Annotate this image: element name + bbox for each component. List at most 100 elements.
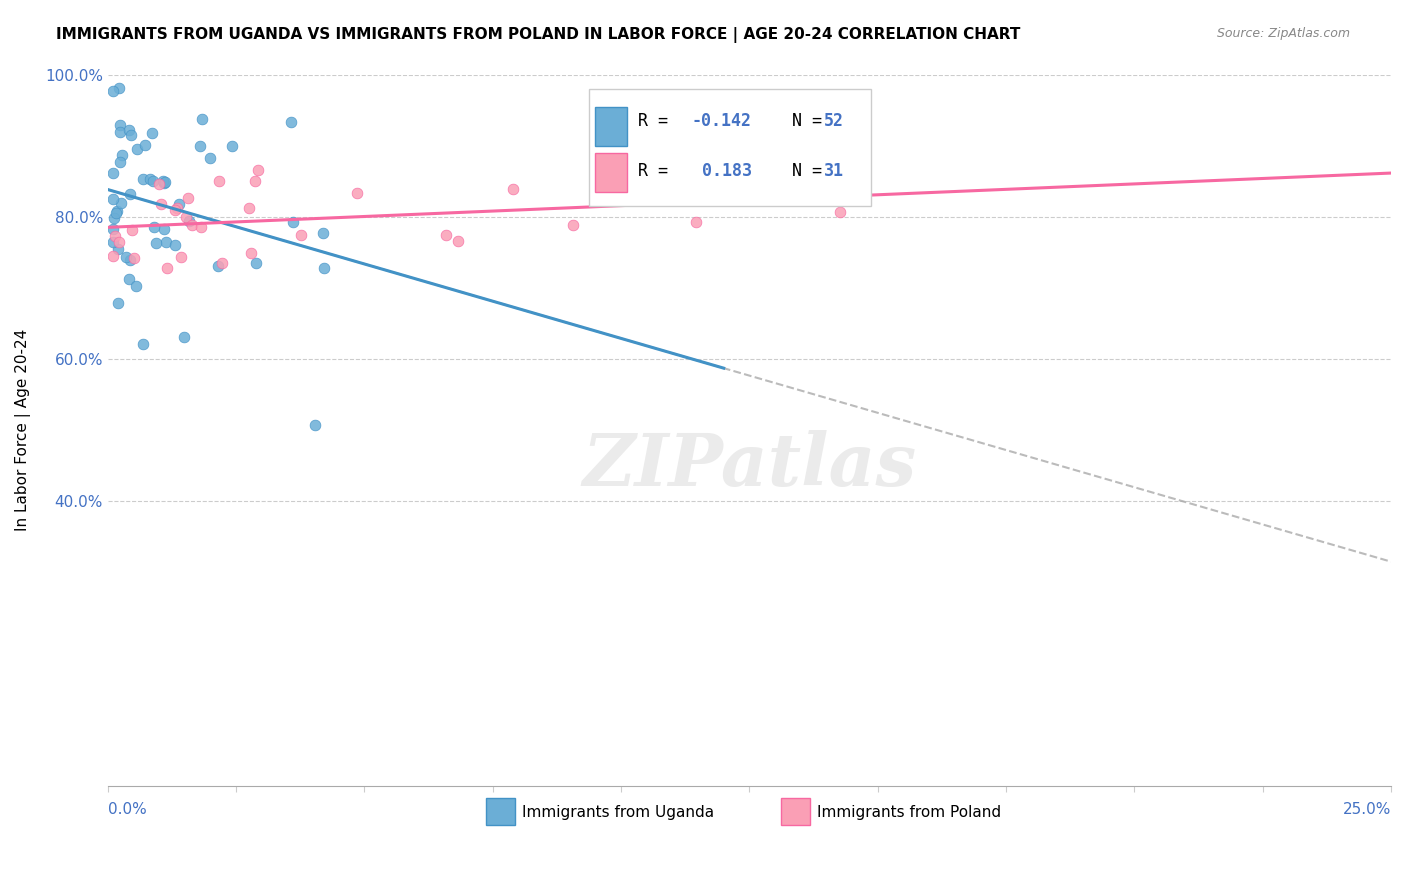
Point [586, 170, 609, 185]
Text: Immigrants from Uganda: Immigrants from Uganda [522, 805, 714, 820]
Point [152, 174, 174, 188]
Text: IMMIGRANTS FROM UGANDA VS IMMIGRANTS FROM POLAND IN LABOR FORCE | AGE 20-24 CORR: IMMIGRANTS FROM UGANDA VS IMMIGRANTS FRO… [56, 27, 1021, 43]
Point [283, 215, 305, 229]
Point [188, 138, 211, 153]
Point [211, 256, 233, 270]
Point [101, 166, 124, 180]
Point [446, 234, 468, 248]
Point [166, 201, 188, 215]
Point [103, 211, 125, 225]
Point [121, 223, 143, 237]
FancyBboxPatch shape [782, 797, 810, 825]
Point [207, 260, 229, 274]
Point [770, 175, 793, 189]
Point [238, 201, 260, 215]
Point [148, 178, 170, 192]
FancyBboxPatch shape [486, 797, 515, 825]
Point [240, 246, 263, 260]
Point [125, 279, 148, 293]
Point [181, 218, 204, 232]
Point [155, 175, 177, 189]
Point [830, 205, 852, 219]
Point [246, 163, 269, 178]
Point [245, 256, 267, 270]
Point [155, 235, 177, 249]
Point [434, 228, 457, 243]
Text: 52: 52 [824, 112, 844, 129]
Point [132, 337, 155, 351]
Text: N =: N = [772, 112, 832, 129]
Point [561, 218, 583, 232]
Point [120, 252, 142, 267]
Text: 25.0%: 25.0% [1343, 802, 1391, 817]
Text: 0.0%: 0.0% [108, 802, 146, 817]
Point [107, 242, 129, 256]
Point [101, 222, 124, 236]
Point [110, 154, 132, 169]
Point [134, 138, 156, 153]
Point [191, 112, 214, 126]
Point [145, 236, 167, 251]
Point [101, 84, 124, 98]
Point [290, 228, 312, 243]
Point [107, 235, 129, 249]
Point [221, 139, 243, 153]
Point [111, 148, 134, 162]
Text: Source: ZipAtlas.com: Source: ZipAtlas.com [1216, 27, 1350, 40]
Point [142, 219, 165, 234]
Point [120, 186, 142, 201]
Text: 0.183: 0.183 [692, 161, 752, 179]
Text: -0.142: -0.142 [692, 112, 752, 129]
Point [149, 197, 172, 211]
Point [190, 219, 212, 234]
Point [142, 174, 165, 188]
Point [131, 172, 153, 186]
FancyBboxPatch shape [595, 106, 627, 145]
Text: ZIPatlas: ZIPatlas [582, 430, 917, 501]
Point [139, 171, 162, 186]
Point [176, 210, 198, 224]
Point [118, 123, 141, 137]
Point [208, 174, 231, 188]
Point [304, 417, 326, 432]
Point [125, 142, 148, 156]
Point [198, 151, 221, 165]
FancyBboxPatch shape [595, 153, 627, 192]
Text: 31: 31 [824, 161, 844, 179]
FancyBboxPatch shape [589, 88, 872, 206]
Point [153, 221, 176, 235]
Point [141, 126, 163, 140]
Y-axis label: In Labor Force | Age 20-24: In Labor Force | Age 20-24 [15, 329, 31, 532]
Point [108, 81, 131, 95]
Point [280, 115, 302, 129]
Point [170, 250, 193, 264]
Point [107, 295, 129, 310]
Point [120, 128, 142, 142]
Point [156, 260, 179, 275]
Point [108, 118, 131, 132]
Point [685, 215, 707, 229]
Point [115, 250, 138, 264]
Point [122, 251, 145, 265]
Point [105, 203, 128, 218]
Point [101, 235, 124, 250]
Point [101, 249, 124, 263]
Text: N =: N = [772, 161, 832, 179]
Point [163, 203, 186, 218]
Point [177, 213, 200, 227]
Point [312, 226, 335, 240]
Point [104, 205, 127, 219]
Point [346, 186, 368, 200]
Point [167, 196, 190, 211]
Point [177, 191, 200, 205]
Point [173, 329, 195, 343]
Text: Immigrants from Poland: Immigrants from Poland [817, 805, 1001, 820]
Point [104, 228, 127, 243]
Point [110, 125, 132, 139]
Text: R =: R = [638, 161, 678, 179]
Point [163, 238, 186, 252]
Point [118, 271, 141, 285]
Text: R =: R = [638, 112, 678, 129]
Point [312, 260, 335, 275]
Point [502, 182, 524, 196]
